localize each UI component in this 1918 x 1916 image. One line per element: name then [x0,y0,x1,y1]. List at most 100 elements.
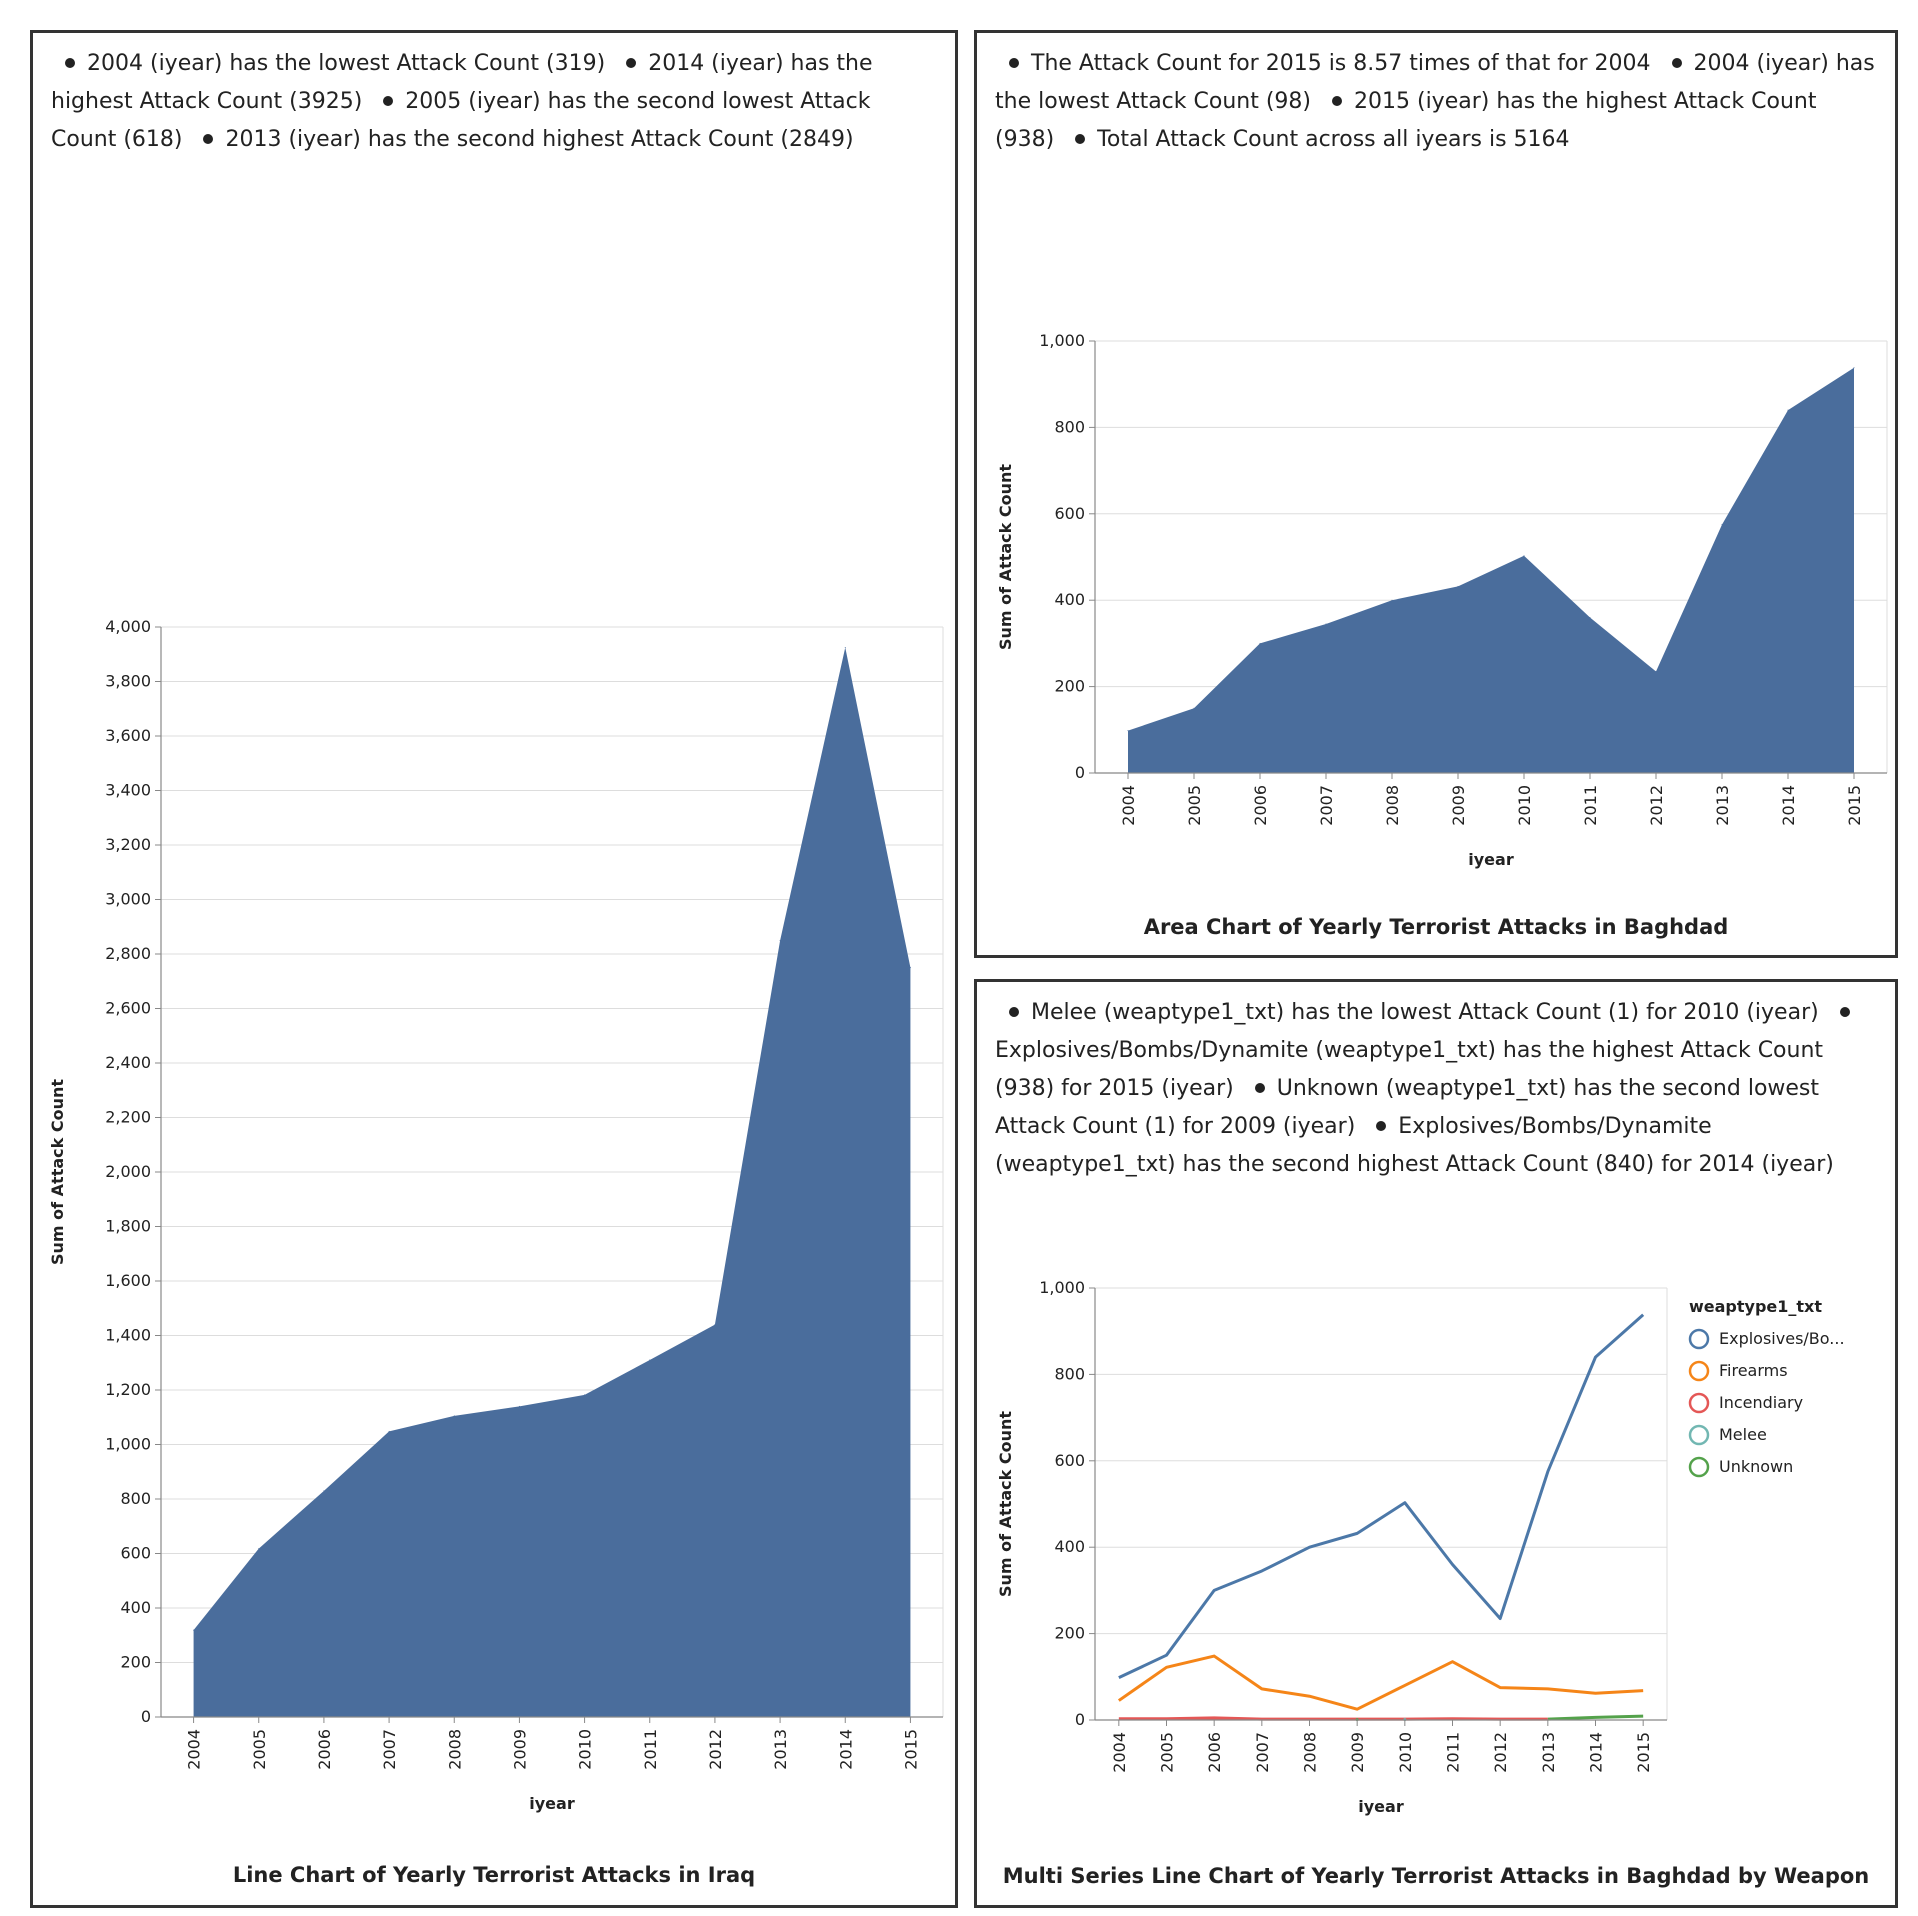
data-point [258,1548,260,1550]
insight-text: Explosives/Bombs/Dynamite (weaptype1_txt… [995,1038,1824,1101]
insights-text: Melee (weaptype1_txt) has the lowest Att… [995,994,1877,1184]
insight-item: 2015 (iyear) has the highest Attack Coun… [995,89,1816,152]
x-tick-label: 2013 [771,1729,790,1770]
insight-text: 2013 (iyear) has the second highest Atta… [225,127,854,152]
insight-text: The Attack Count for 2015 is 8.57 times … [1031,51,1651,76]
insight-item: Melee (weaptype1_txt) has the lowest Att… [995,1000,1819,1025]
legend-symbol [1688,1360,1710,1382]
chart-title: Multi Series Line Chart of Yearly Terror… [1002,1864,1870,1888]
bullet-icon [1254,1082,1265,1093]
insight-text: Explosives/Bombs/Dynamite (weaptype1_txt… [995,1114,1834,1177]
chart-panel-baghdad-weapon: Melee (weaptype1_txt) has the lowest Att… [974,979,1898,1908]
x-tick-label: 2011 [1581,785,1600,826]
x-tick-label: 2006 [315,1729,334,1770]
data-point [1589,616,1591,618]
legend-symbol [1688,1328,1710,1350]
insight-text: 2004 (iyear) has the lowest Attack Count… [995,51,1875,114]
legend-label: Incendiary [1719,1393,1803,1412]
chart-panel-iraq: 2004 (iyear) has the lowest Attack Count… [30,30,958,1908]
y-tick-label: 400 [120,1598,151,1617]
insight-item: Explosives/Bombs/Dynamite (weaptype1_txt… [995,1000,1862,1101]
bullet-icon [203,133,214,144]
x-tick-label: 2007 [380,1729,399,1770]
legend-symbol [1688,1456,1710,1478]
y-tick-label: 1,400 [105,1326,151,1345]
insight-text: Total Attack Count across all iyears is … [1097,127,1570,152]
x-axis-title: iyear [1468,850,1514,869]
y-tick-label: 600 [1054,504,1085,523]
insight-item: 2005 (iyear) has the second lowest Attac… [51,89,870,152]
x-tick-label: 2004 [1110,1732,1129,1773]
data-point [1853,367,1855,369]
y-tick-label: 1,000 [1039,331,1085,350]
x-tick-label: 2009 [510,1729,529,1770]
x-tick-label: 2006 [1205,1732,1224,1773]
data-point [1193,707,1195,709]
y-tick-label: 2,600 [105,999,151,1018]
x-tick-label: 2009 [1449,785,1468,826]
x-tick-label: 2009 [1348,1732,1367,1773]
data-point [584,1394,586,1396]
y-tick-label: 800 [120,1489,151,1508]
area-chart-baghdad: 0 200 400 600 800 1,000 2004 2005 2006 2007 2008 20… [996,331,1888,869]
series-line-unknown [1547,1714,1644,1721]
insights-text: 2004 (iyear) has the lowest Attack Count… [51,45,937,159]
y-tick-label: 1,000 [105,1435,151,1454]
insight-text: 2014 (iyear) has the highest Attack Coun… [51,51,873,114]
insight-text: 2015 (iyear) has the highest Attack Coun… [995,89,1817,152]
insight-item: 2014 (iyear) has the highest Attack Coun… [51,51,873,114]
y-tick-label: 0 [141,1707,151,1726]
x-tick-label: 2012 [1491,1732,1510,1773]
area-chart-iraq: 0 200 400 600 800 1,000 1,200 1,400 1,600 1,800 2,… [48,617,944,1813]
y-tick-label: 2,400 [105,1053,151,1072]
insight-text: 2004 (iyear) has the lowest Attack Count… [87,51,606,76]
x-tick-label: 2004 [1119,785,1138,826]
y-tick-label: 2,000 [105,1162,151,1181]
y-tick-label: 600 [120,1544,151,1563]
series-line-incendiary [1118,1716,1548,1721]
y-tick-label: 800 [1054,417,1085,436]
y-tick-label: 4,000 [105,617,151,636]
bullet-icon [626,57,637,68]
data-point [1523,555,1525,557]
data-point [193,1629,195,1631]
x-tick-label: 2004 [185,1729,204,1770]
line-chart-baghdad-weapon: 0 200 400 600 800 1,000 2004 2005 2006 2007 2008 20… [996,1278,1845,1816]
y-tick-label: 0 [1075,763,1085,782]
legend-label: Firearms [1719,1361,1788,1380]
y-tick-label: 1,600 [105,1271,151,1290]
y-tick-label: 400 [1054,590,1085,609]
y-tick-label: 3,000 [105,890,151,909]
x-axis-title: iyear [529,1794,575,1813]
x-tick-label: 2012 [1647,785,1666,826]
x-axis-title: iyear [1358,1797,1404,1816]
insight-text: 2005 (iyear) has the second lowest Attac… [51,89,871,152]
x-tick-label: 2014 [1587,1732,1606,1773]
data-point [453,1415,455,1417]
x-tick-label: 2010 [1515,785,1534,826]
x-tick-label: 2011 [1444,1732,1463,1773]
insight-item: Unknown (weaptype1_txt) has the second l… [995,1076,1819,1139]
data-point [388,1430,390,1432]
insight-item: Total Attack Count across all iyears is … [1061,127,1570,152]
x-tick-label: 2013 [1713,785,1732,826]
y-tick-label: 200 [120,1653,151,1672]
data-point [714,1324,716,1326]
y-tick-label: 800 [1054,1364,1085,1383]
y-axis-title: Sum of Attack Count [996,464,1015,650]
data-point [844,646,846,648]
x-tick-label: 2014 [836,1729,855,1770]
area-series [1128,367,1854,773]
legend-label: Explosives/Bo... [1719,1329,1845,1348]
y-tick-label: 3,600 [105,726,151,745]
series-line-explosives-bo- [1118,1313,1645,1680]
insight-text: Unknown (weaptype1_txt) has the second l… [995,1076,1820,1139]
x-tick-label: 2008 [1383,785,1402,826]
insight-item: The Attack Count for 2015 is 8.57 times … [995,51,1651,76]
bullet-icon [1332,95,1342,106]
legend-label: Unknown [1719,1457,1793,1476]
y-tick-label: 3,200 [105,835,151,854]
x-tick-label: 2015 [1634,1732,1653,1773]
x-tick-label: 2015 [1845,785,1864,826]
y-tick-label: 600 [1054,1451,1085,1470]
